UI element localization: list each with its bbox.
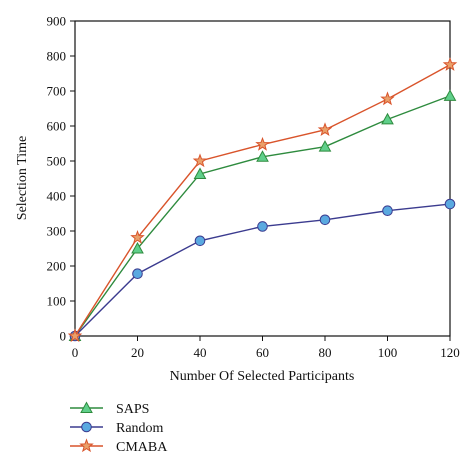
- legend-item-random: Random: [70, 421, 164, 436]
- legend-marker-cmaba: [79, 438, 94, 453]
- x-tick-label: 60: [256, 345, 269, 360]
- y-tick-label: 400: [47, 189, 67, 204]
- data-point-random: [194, 235, 206, 247]
- x-tick-label: 0: [72, 345, 79, 360]
- legend-item-saps: SAPS: [70, 401, 149, 417]
- x-axis-title: Number Of Selected Participants: [170, 369, 355, 384]
- legend-label-random: Random: [116, 421, 164, 436]
- data-point-random: [132, 268, 143, 280]
- data-point-cmaba: [67, 328, 83, 343]
- legend-marker-saps: [80, 401, 93, 413]
- y-tick-label: 200: [47, 259, 67, 274]
- axes-ticks: 0 100 200 300 400 500 600 700 800 900 0 20 40 60 80 100…: [47, 14, 460, 361]
- legend-marker-random: [81, 421, 92, 433]
- data-point-cmaba: [192, 153, 208, 168]
- data-point-random: [382, 205, 393, 216]
- data-point-saps: [381, 112, 394, 125]
- y-axis-title: Selection Time: [15, 136, 30, 220]
- data-point-cmaba: [442, 57, 458, 71]
- data-point-saps: [443, 89, 457, 101]
- data-point-random: [444, 198, 456, 210]
- series-cmaba: [67, 57, 458, 343]
- y-tick-label: 0: [60, 329, 67, 344]
- data-point-saps: [131, 241, 144, 254]
- legend: SAPS Random CMABA: [70, 401, 168, 455]
- y-tick-label: 800: [47, 49, 67, 64]
- data-point-saps: [318, 140, 332, 152]
- y-tick-label: 900: [47, 14, 67, 29]
- y-tick-label: 100: [47, 294, 67, 309]
- y-tick-label: 500: [47, 154, 67, 169]
- data-point-random: [319, 214, 331, 226]
- y-tick-label: 600: [47, 119, 67, 134]
- y-tick-label: 300: [47, 224, 67, 239]
- plot-area: [74, 20, 451, 337]
- legend-item-cmaba: CMABA: [70, 438, 168, 455]
- x-tick-label: 20: [131, 345, 144, 360]
- y-tick-label: 700: [47, 84, 67, 99]
- data-point-saps: [256, 150, 269, 162]
- x-tick-label: 40: [194, 345, 207, 360]
- series-layer: [67, 57, 458, 343]
- x-tick-label: 100: [378, 345, 398, 360]
- data-point-cmaba: [380, 91, 395, 106]
- data-point-random: [257, 221, 268, 232]
- data-point-cmaba: [130, 230, 145, 244]
- legend-label-saps: SAPS: [116, 402, 149, 417]
- x-tick-label: 120: [440, 345, 460, 360]
- legend-label-cmaba: CMABA: [116, 440, 168, 455]
- data-point-cmaba: [317, 122, 333, 137]
- data-point-saps: [193, 167, 207, 179]
- data-point-cmaba: [255, 136, 270, 151]
- x-tick-label: 80: [319, 345, 332, 360]
